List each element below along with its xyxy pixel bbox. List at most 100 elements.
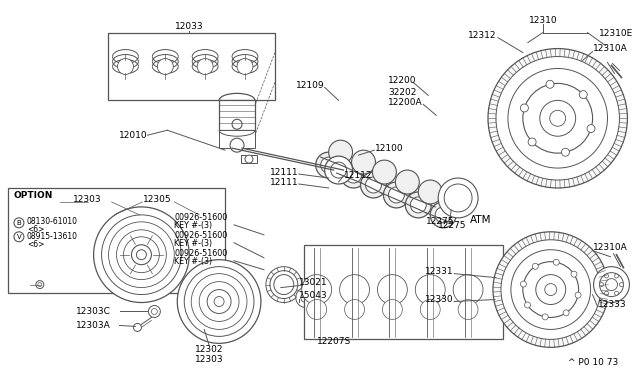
Text: 12111: 12111 <box>270 177 299 186</box>
Circle shape <box>321 157 337 173</box>
Text: B: B <box>17 220 21 226</box>
Text: 12109: 12109 <box>296 81 324 90</box>
Text: 12310A: 12310A <box>593 44 627 53</box>
Circle shape <box>199 282 239 321</box>
Text: 08130-61010: 08130-61010 <box>27 217 78 226</box>
Bar <box>304 245 503 339</box>
Circle shape <box>458 299 478 320</box>
Circle shape <box>344 299 365 320</box>
Circle shape <box>523 262 579 317</box>
Circle shape <box>614 291 618 295</box>
Text: 12100: 12100 <box>374 144 403 153</box>
Text: OPTION: OPTION <box>14 192 53 201</box>
Circle shape <box>124 237 159 273</box>
Text: 12207S: 12207S <box>317 337 351 346</box>
Bar <box>8 188 225 292</box>
Circle shape <box>620 283 623 286</box>
Circle shape <box>545 283 557 295</box>
Circle shape <box>600 283 604 286</box>
Text: KEY #-(3): KEY #-(3) <box>174 239 212 248</box>
Text: 12033: 12033 <box>175 22 204 31</box>
Circle shape <box>420 299 440 320</box>
Circle shape <box>600 273 623 296</box>
Text: 12331: 12331 <box>424 267 453 276</box>
Circle shape <box>360 172 387 198</box>
Circle shape <box>136 250 147 260</box>
Circle shape <box>528 138 536 146</box>
Circle shape <box>109 222 174 288</box>
Text: 08915-13610: 08915-13610 <box>27 232 78 241</box>
Circle shape <box>378 275 407 305</box>
Circle shape <box>410 197 426 213</box>
Circle shape <box>177 260 261 343</box>
Circle shape <box>579 91 588 99</box>
Bar <box>108 33 275 100</box>
Circle shape <box>419 180 442 204</box>
Circle shape <box>14 232 24 242</box>
Circle shape <box>296 288 316 308</box>
Circle shape <box>396 170 419 194</box>
Text: 12303A: 12303A <box>76 321 111 330</box>
Circle shape <box>307 299 326 320</box>
Circle shape <box>316 152 342 178</box>
Circle shape <box>388 187 404 203</box>
Bar <box>219 130 255 148</box>
Circle shape <box>496 57 620 180</box>
Circle shape <box>301 292 311 302</box>
Text: 13021: 13021 <box>299 278 328 287</box>
Circle shape <box>536 275 566 305</box>
Circle shape <box>207 289 231 314</box>
Bar <box>241 155 257 163</box>
Circle shape <box>593 267 629 302</box>
Circle shape <box>270 271 298 299</box>
Circle shape <box>444 184 472 212</box>
Circle shape <box>540 100 575 136</box>
Circle shape <box>383 182 410 208</box>
Circle shape <box>346 167 362 183</box>
Circle shape <box>605 291 609 295</box>
Circle shape <box>134 323 141 331</box>
Circle shape <box>587 125 595 132</box>
Text: KEY #-(3): KEY #-(3) <box>174 257 212 266</box>
Text: 12310E: 12310E <box>598 29 633 38</box>
Circle shape <box>301 275 332 305</box>
Text: 12010: 12010 <box>119 131 147 140</box>
Circle shape <box>93 207 189 302</box>
Circle shape <box>614 274 618 278</box>
Circle shape <box>554 259 559 265</box>
Text: 12200A: 12200A <box>388 98 423 107</box>
Circle shape <box>493 232 609 347</box>
Circle shape <box>508 68 607 168</box>
Bar <box>219 100 255 130</box>
Circle shape <box>501 240 600 339</box>
Circle shape <box>435 207 451 223</box>
Text: 12303: 12303 <box>195 355 223 364</box>
Circle shape <box>148 305 161 317</box>
Circle shape <box>561 148 570 156</box>
Circle shape <box>488 49 627 188</box>
Circle shape <box>372 160 396 184</box>
Text: 12330: 12330 <box>424 295 453 304</box>
Text: 12312: 12312 <box>467 31 496 40</box>
Circle shape <box>157 58 173 74</box>
Circle shape <box>520 104 529 112</box>
Circle shape <box>405 192 431 218</box>
Circle shape <box>36 280 44 289</box>
Text: 00926-51600: 00926-51600 <box>174 249 228 258</box>
Circle shape <box>197 58 213 74</box>
Text: ^ P0 10 73: ^ P0 10 73 <box>568 358 618 367</box>
Circle shape <box>152 308 157 314</box>
Circle shape <box>340 162 367 188</box>
Circle shape <box>184 267 254 336</box>
Circle shape <box>329 140 353 164</box>
Circle shape <box>266 267 301 302</box>
Circle shape <box>232 119 242 129</box>
Circle shape <box>542 314 548 320</box>
Text: 00926-51600: 00926-51600 <box>174 214 228 222</box>
Text: 12275: 12275 <box>438 221 467 230</box>
Circle shape <box>415 275 445 305</box>
Circle shape <box>605 279 618 291</box>
Text: 12305: 12305 <box>143 195 172 205</box>
Circle shape <box>453 275 483 305</box>
Text: 12112: 12112 <box>344 170 372 180</box>
